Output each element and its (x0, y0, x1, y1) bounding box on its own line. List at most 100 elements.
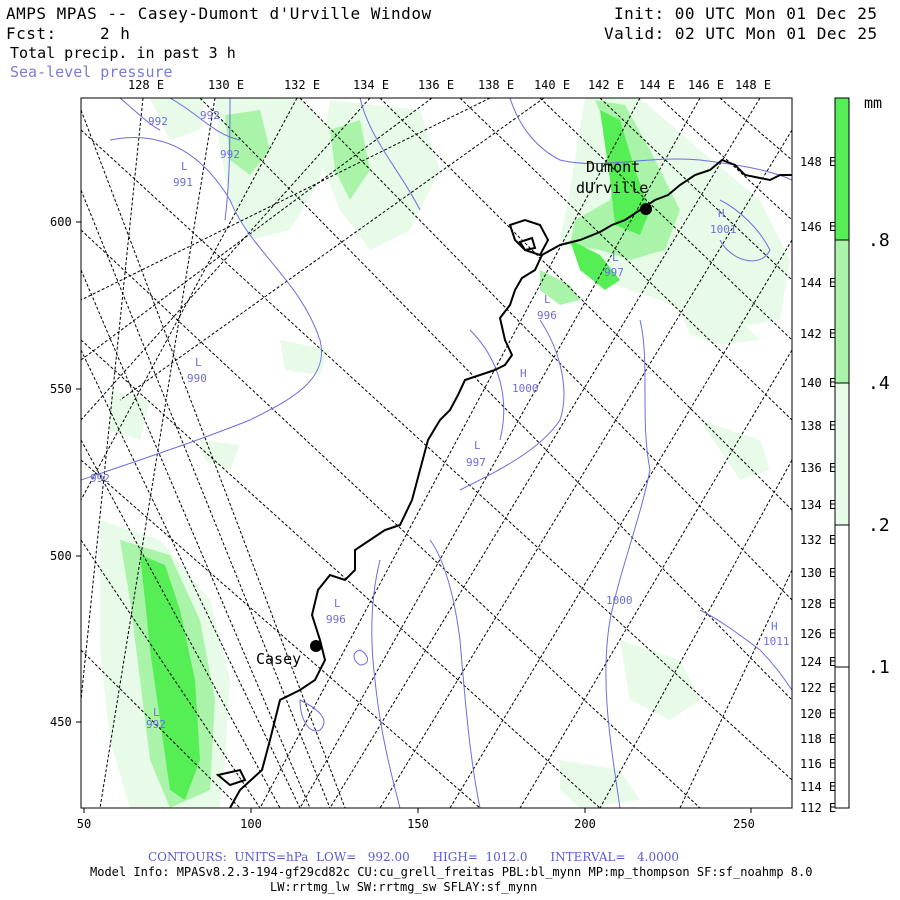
pressure-marker: H (771, 620, 778, 633)
bottom-axis-label: 250 (733, 817, 755, 831)
map-frame (80, 97, 793, 809)
left-axis: 600 550 500 450 (50, 215, 81, 729)
top-lon-label: 132 E (284, 78, 320, 92)
right-lat-label: 120 E (800, 707, 836, 721)
right-labels: 148 E 146 E 144 E 142 E 140 E 138 E 136 … (800, 155, 836, 815)
pressure-value: 1011 (763, 635, 790, 648)
right-lat-label: 112 E (800, 801, 836, 815)
overlay-label: Sea-level pressure (10, 63, 173, 81)
station-label-casey: Casey (256, 650, 301, 668)
pressure-value: 991 (173, 176, 193, 189)
top-lon-label: 140 E (534, 78, 570, 92)
bottom-axis-label: 200 (574, 817, 596, 831)
station-label-dumont-line1: Dumont (586, 158, 640, 176)
right-lat-label: 142 E (800, 327, 836, 341)
colorbar: mm .8 .4 .2 .1 (834, 94, 890, 809)
field-label: Total precip. in past 3 h (10, 44, 236, 62)
colorbar-segment (834, 97, 850, 241)
contour-info: CONTOURS: UNITS=hPa LOW= 992.00 HIGH= 10… (148, 850, 679, 864)
top-lon-label: 138 E (478, 78, 514, 92)
left-axis-label: 500 (50, 549, 72, 563)
pressure-value: 992 (146, 718, 166, 731)
pressure-marker: L (195, 356, 202, 369)
right-lat-label: 114 E (800, 780, 836, 794)
dumont-station-marker (640, 203, 652, 215)
pressure-value: 992 (220, 148, 240, 161)
top-lon-label: 148 E (735, 78, 771, 92)
bottom-axis-label: 150 (407, 817, 429, 831)
top-lon-label: 144 E (639, 78, 675, 92)
pressure-value: 1000 (512, 382, 539, 395)
right-lat-label: 134 E (800, 498, 836, 512)
right-lat-label: 116 E (800, 757, 836, 771)
pressure-marker: H (520, 367, 527, 380)
colorbar-label: .8 (868, 230, 890, 251)
pressure-value: 997 (604, 266, 624, 279)
pressure-value: 1000 (606, 594, 633, 607)
pressure-marker: L (544, 293, 551, 306)
init-time: Init: 00 UTC Mon 01 Dec 25 (614, 4, 878, 23)
casey-station-marker (310, 640, 322, 652)
colorbar-segment (834, 524, 850, 668)
right-lat-label: 138 E (800, 419, 836, 433)
colorbar-label: .2 (868, 515, 890, 536)
forecast-label: Fcst: (6, 24, 57, 43)
top-lon-label: 136 E (418, 78, 454, 92)
colorbar-unit: mm (864, 94, 882, 112)
colorbar-label: .4 (868, 373, 890, 394)
coastline (215, 158, 792, 808)
colorbar-segment (834, 666, 850, 809)
pressure-value: 992 (200, 109, 220, 122)
top-lon-label: 146 E (688, 78, 724, 92)
station-label-dumont-line2: dUrville (576, 179, 648, 197)
left-axis-label: 550 (50, 382, 72, 396)
colorbar-label: .1 (868, 657, 890, 678)
right-lat-label: 148 E (800, 155, 836, 169)
right-lat-label: 146 E (800, 220, 836, 234)
pressure-labels: 992 992 992 L 991 L 990 992 L 997 L 996 … (90, 109, 790, 731)
pressure-marker: H (718, 207, 725, 220)
pressure-contours (81, 98, 792, 808)
top-lon-label: 128 E (128, 78, 164, 92)
graticule (81, 98, 792, 808)
forecast-value: 2 h (100, 24, 131, 43)
right-lat-label: 132 E (800, 533, 836, 547)
pressure-value: 992 (90, 472, 110, 485)
pressure-value: 990 (187, 372, 207, 385)
top-lon-label: 134 E (353, 78, 389, 92)
top-longitude-labels: 128 E 130 E 132 E 134 E 136 E 138 E 140 … (128, 78, 771, 92)
pressure-value: 1001 (710, 223, 737, 236)
model-schemes: LW:rrtmg_lw SW:rrtmg_sw SFLAY:sf_mynn (270, 880, 538, 894)
bottom-axis: 50 100 150 200 250 (77, 808, 755, 831)
colorbar-segment (834, 382, 850, 526)
right-lat-label: 128 E (800, 597, 836, 611)
right-lat-label: 118 E (800, 732, 836, 746)
right-lat-label: 126 E (800, 627, 836, 641)
bottom-axis-label: 100 (240, 817, 262, 831)
model-info: Model Info: MPASv8.2.3-194-gf29cd82c CU:… (90, 865, 813, 879)
pressure-value: 997 (466, 456, 486, 469)
right-lat-label: 136 E (800, 461, 836, 475)
right-lat-label: 130 E (800, 566, 836, 580)
pressure-value: 992 (148, 115, 168, 128)
left-axis-label: 600 (50, 215, 72, 229)
pressure-marker: L (612, 251, 619, 264)
pressure-value: 996 (326, 613, 346, 626)
precip-shading (100, 98, 790, 808)
pressure-marker: L (181, 160, 188, 173)
pressure-marker: L (474, 439, 481, 452)
colorbar-segment (834, 239, 850, 384)
right-lat-label: 140 E (800, 376, 836, 390)
map-title: AMPS MPAS -- Casey-Dumont d'Urville Wind… (6, 4, 432, 23)
left-axis-label: 450 (50, 715, 72, 729)
right-lat-label: 124 E (800, 655, 836, 669)
pressure-marker: L (334, 597, 341, 610)
top-lon-label: 142 E (588, 78, 624, 92)
right-lat-label: 122 E (800, 681, 836, 695)
top-lon-label: 130 E (208, 78, 244, 92)
pressure-marker: L (153, 706, 160, 719)
right-lat-label: 144 E (800, 276, 836, 290)
bottom-axis-label: 50 (77, 817, 91, 831)
valid-time: Valid: 02 UTC Mon 01 Dec 25 (604, 24, 878, 43)
